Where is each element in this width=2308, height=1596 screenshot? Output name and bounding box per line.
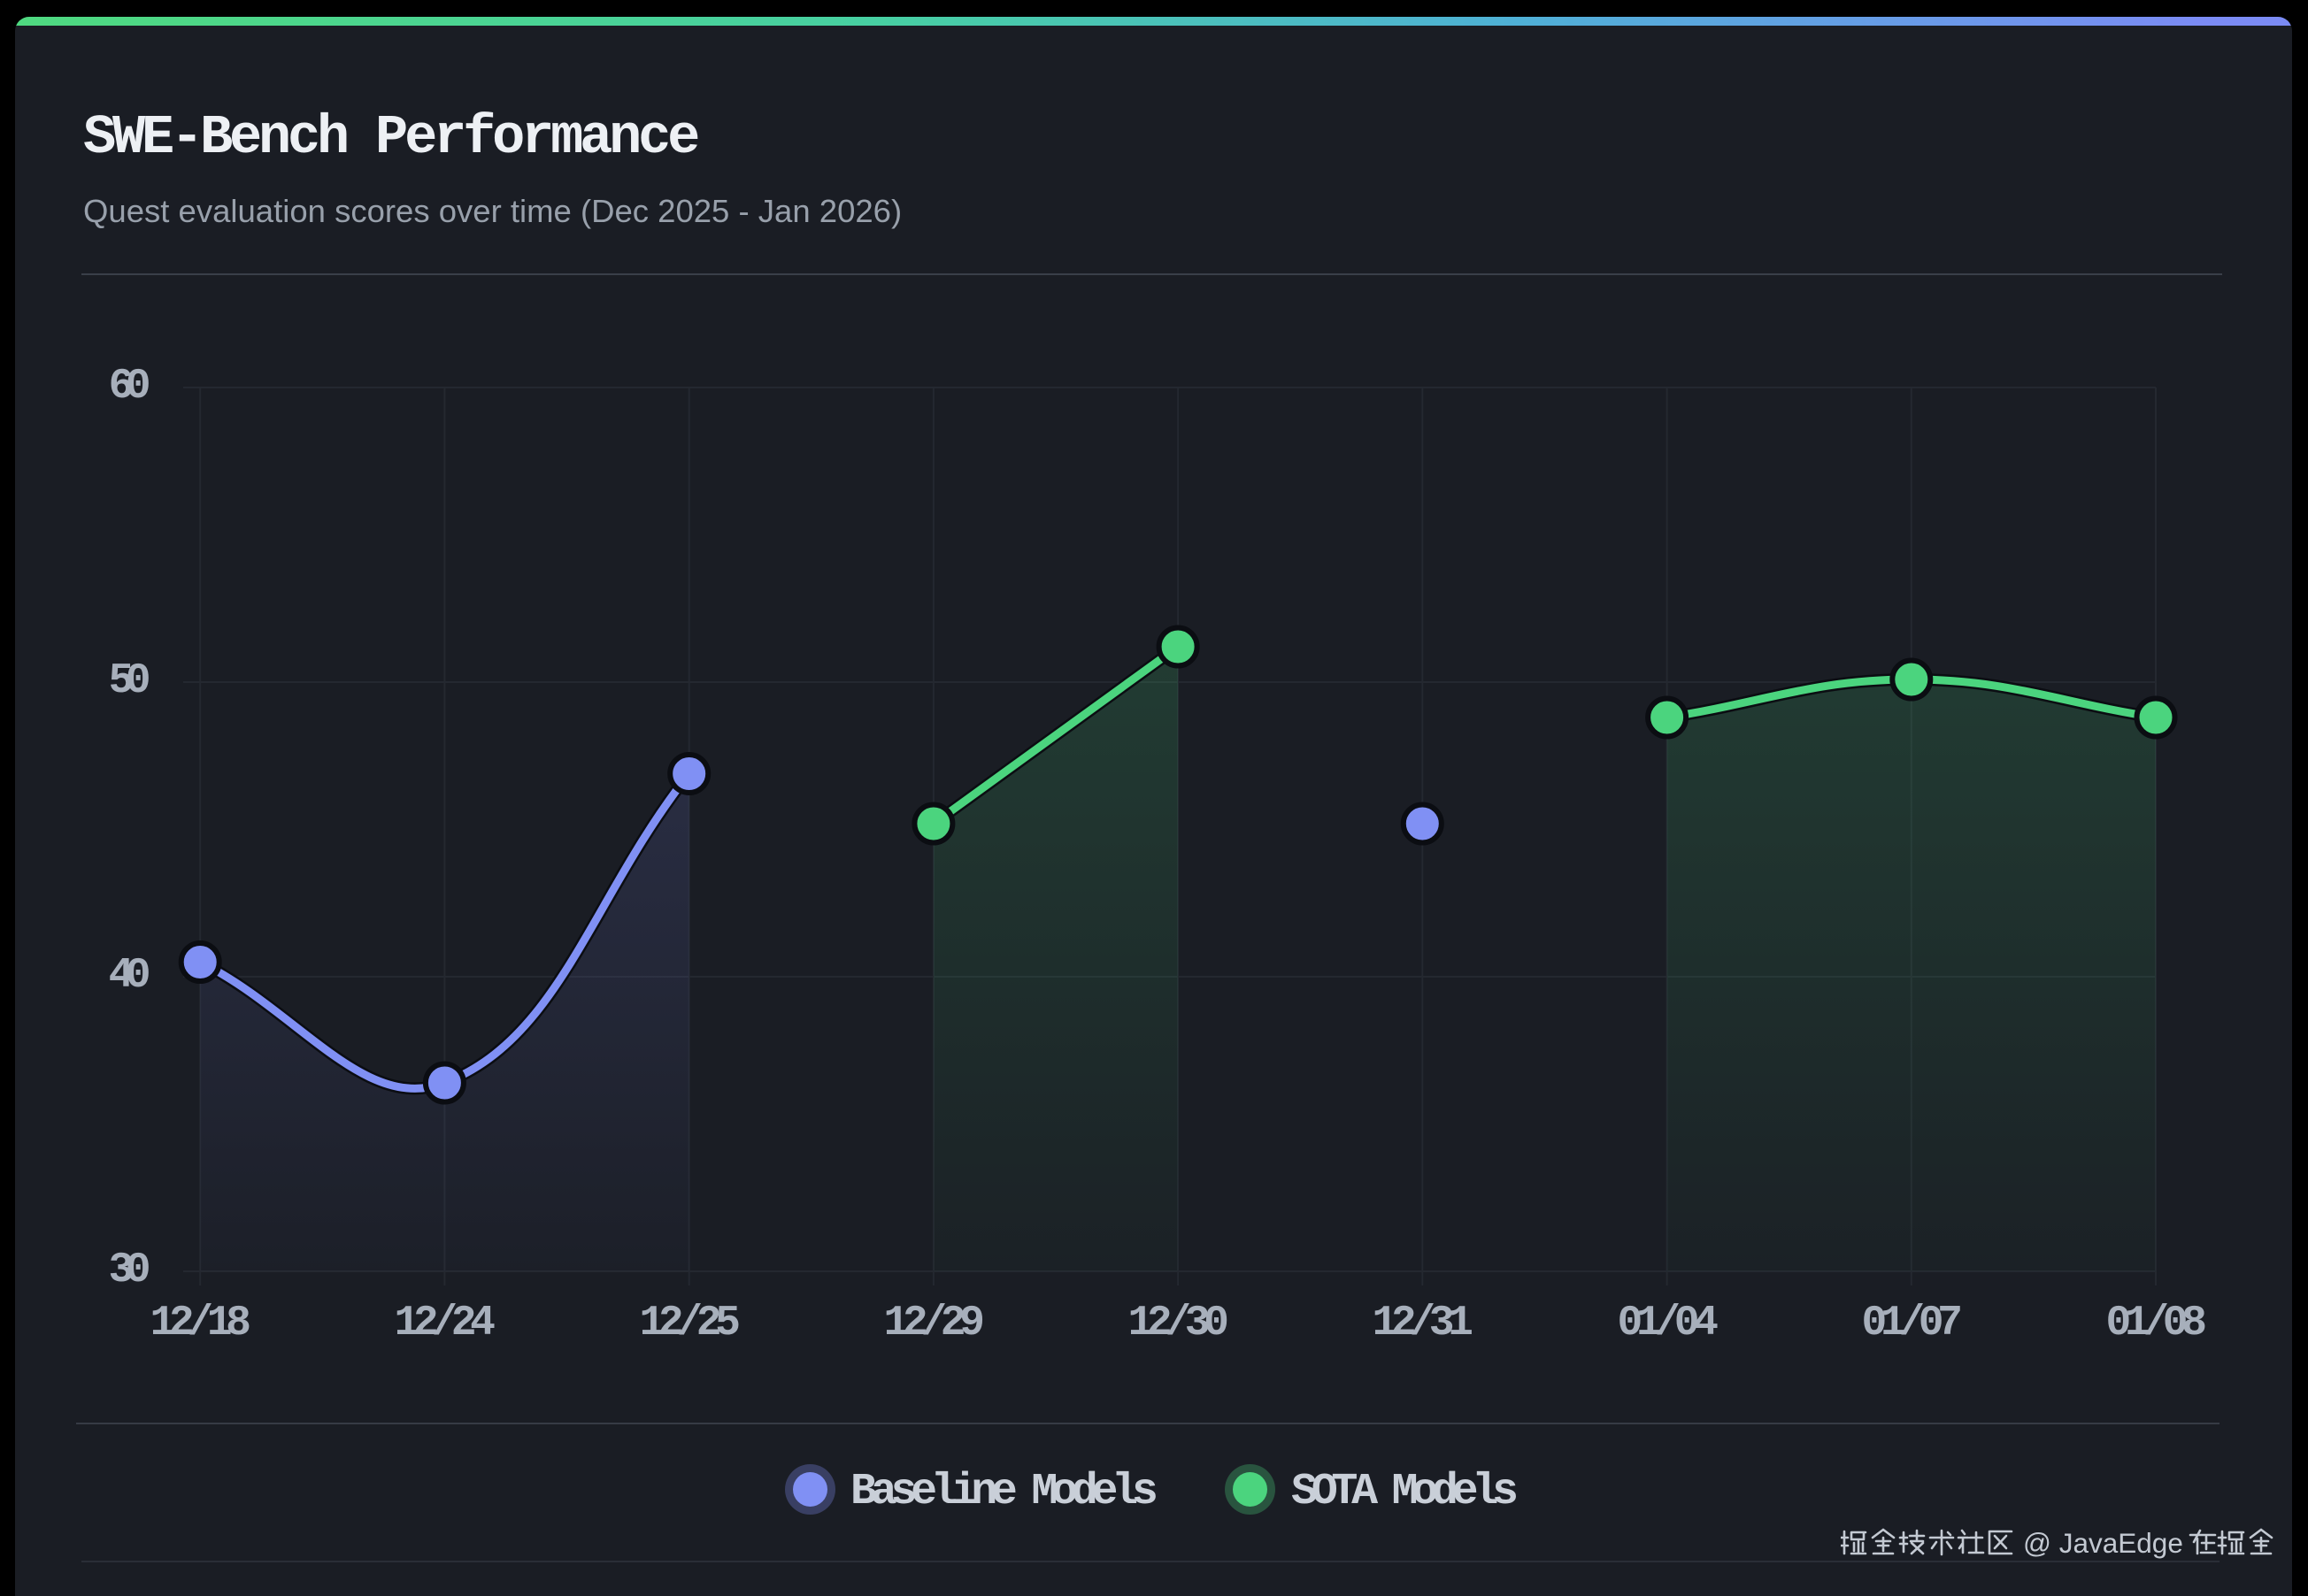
svg-text:@ JavaEdge: @ JavaEdge — [2023, 1527, 2183, 1559]
